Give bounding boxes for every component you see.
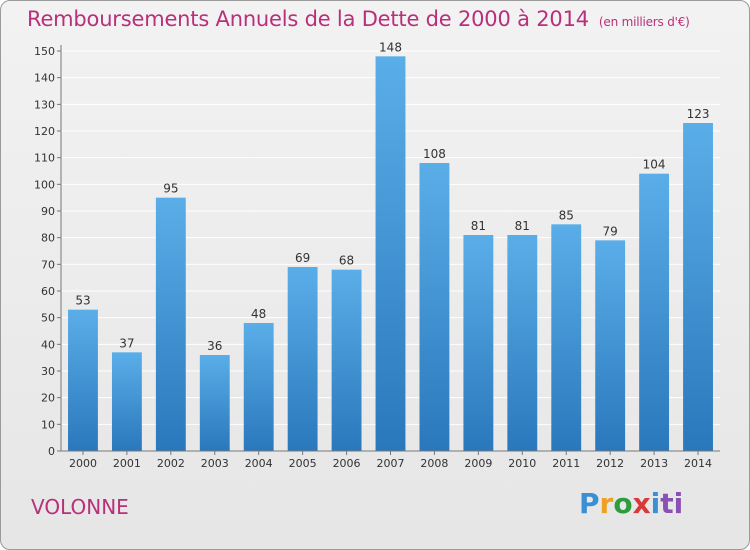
bar: [287, 267, 318, 451]
labels: 53 2000 37 2001 95 2002 36 2003 48 2004 69 2005 68 20…: [69, 40, 712, 470]
y-tick-label: 60: [41, 285, 55, 298]
proxiti-logo: Proxiti: [579, 487, 683, 520]
y-tick-label: 20: [41, 392, 55, 405]
bar-value-label: 81: [515, 219, 530, 233]
bar-value-label: 69: [295, 251, 310, 265]
x-tick-label: 2014: [684, 457, 712, 470]
y-tick-label: 140: [34, 72, 55, 85]
x-tick-label: 2011: [552, 457, 580, 470]
bar-value-label: 48: [251, 307, 266, 321]
logo-letter: ti: [660, 487, 684, 520]
bars: [68, 56, 713, 451]
bar-value-label: 108: [423, 147, 446, 161]
bar: [199, 355, 230, 451]
bar: [639, 173, 670, 451]
bar: [68, 309, 98, 451]
x-tick-label: 2004: [245, 457, 273, 470]
bar: [463, 235, 494, 451]
bar: [243, 323, 274, 451]
bar: [595, 240, 626, 451]
y-tick-label: 130: [34, 98, 55, 111]
logo-letter: x: [632, 487, 651, 520]
x-tick-label: 2002: [157, 457, 185, 470]
chart-title-text: Remboursements Annuels de la Dette de 20…: [27, 7, 589, 31]
x-tick-label: 2012: [596, 457, 624, 470]
town-name: VOLONNE: [31, 495, 129, 519]
y-tick-label: 40: [41, 338, 55, 351]
y-tick-label: 50: [41, 312, 55, 325]
bar: [375, 56, 406, 451]
y-tick-label: 0: [48, 445, 55, 458]
y-tick-label: 70: [41, 258, 55, 271]
y-tick-label: 100: [34, 178, 55, 191]
y-tick-label: 150: [34, 45, 55, 58]
bar-value-label: 81: [471, 219, 486, 233]
x-tick-label: 2005: [289, 457, 317, 470]
bar-value-label: 68: [339, 254, 354, 268]
bar-value-label: 79: [603, 224, 618, 238]
bar-value-label: 36: [207, 339, 222, 353]
bar: [419, 163, 450, 451]
logo-letter: P: [579, 487, 600, 520]
bar: [331, 269, 362, 451]
chart-title: Remboursements Annuels de la Dette de 20…: [27, 7, 690, 31]
x-tick-label: 2008: [420, 457, 448, 470]
x-tick-label: 2009: [464, 457, 492, 470]
bar: [683, 123, 713, 451]
y-tick-label: 80: [41, 232, 55, 245]
bar: [155, 197, 186, 451]
x-tick-label: 2013: [640, 457, 668, 470]
bar: [551, 224, 582, 451]
x-tick-label: 2010: [508, 457, 536, 470]
x-tick-label: 2003: [201, 457, 229, 470]
chart-unit: (en milliers d'€): [598, 15, 690, 29]
bar-value-label: 85: [559, 208, 574, 222]
x-tick-label: 2006: [333, 457, 361, 470]
axes: 0 10 20 30 40 50 60 70 80 90 100 110 120 130 140 150: [34, 45, 720, 458]
bar: [507, 235, 538, 451]
bar-value-label: 148: [379, 40, 402, 54]
x-tick-label: 2001: [113, 457, 141, 470]
bar-value-label: 123: [687, 107, 710, 121]
logo-letter: o: [613, 487, 633, 520]
bar-value-label: 53: [75, 294, 90, 308]
y-tick-label: 110: [34, 152, 55, 165]
bar: [111, 352, 142, 451]
x-tick-label: 2007: [377, 457, 405, 470]
y-tick-label: 90: [41, 205, 55, 218]
bar-value-label: 104: [643, 158, 666, 172]
bar-value-label: 37: [119, 336, 134, 350]
logo-letter: i: [650, 487, 661, 520]
logo-letter: r: [599, 487, 614, 520]
y-tick-label: 30: [41, 365, 55, 378]
x-tick-label: 2000: [69, 457, 97, 470]
bar-value-label: 95: [163, 182, 178, 196]
y-tick-label: 120: [34, 125, 55, 138]
y-tick-label: 10: [41, 418, 55, 431]
